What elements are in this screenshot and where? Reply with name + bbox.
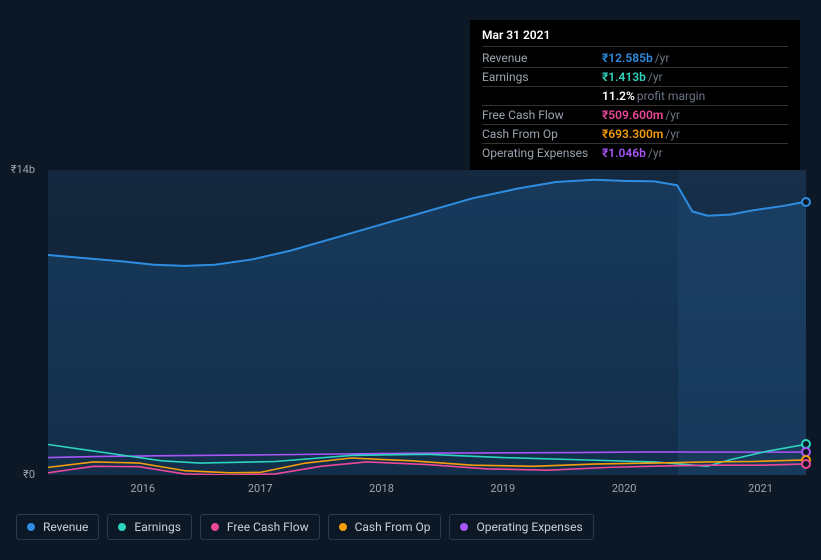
legend-dot-icon [211,523,219,531]
tooltip-row: Cash From Op₹693.300m /yr [482,125,788,144]
tooltip-unit: /yr [648,146,663,160]
tooltip-value: ₹693.300m [602,127,663,141]
legend-dot-icon [460,523,468,531]
tooltip-value: ₹12.585b [602,51,653,65]
tooltip-row: Revenue₹12.585b /yr [482,49,788,68]
x-axis-label: 2019 [490,482,515,495]
tooltip-date: Mar 31 2021 [482,28,788,47]
legend-label: Earnings [134,520,181,534]
financial-chart [48,170,806,475]
legend-dot-icon [118,523,126,531]
tooltip-label: Free Cash Flow [482,108,602,122]
tooltip-label: Operating Expenses [482,146,602,160]
tooltip-row: Operating Expenses₹1.046b /yr [482,144,788,162]
tooltip-unit: profit margin [637,89,705,103]
tooltip-row: 11.2% profit margin [482,87,788,106]
tooltip-value: ₹1.413b [602,70,646,84]
legend-label: Cash From Op [355,520,431,534]
x-axis-label: 2020 [612,482,637,495]
legend-item-revenue[interactable]: Revenue [16,514,99,540]
tooltip-unit: /yr [665,108,680,122]
y-axis-label: ₹0 [0,468,35,481]
legend-label: Revenue [43,520,88,534]
tooltip-value: ₹1.046b [602,146,646,160]
series-end-marker [801,459,811,469]
legend-dot-icon [339,523,347,531]
data-tooltip: Mar 31 2021 Revenue₹12.585b /yrEarnings₹… [470,20,800,170]
x-axis-label: 2018 [369,482,394,495]
x-axis-label: 2016 [130,482,155,495]
tooltip-value: 11.2% [602,89,635,103]
tooltip-row: Free Cash Flow₹509.600m /yr [482,106,788,125]
tooltip-label [482,89,602,103]
legend-label: Free Cash Flow [227,520,309,534]
legend-label: Operating Expenses [476,520,582,534]
series-end-marker [801,197,811,207]
tooltip-unit: /yr [665,127,680,141]
legend-item-earnings[interactable]: Earnings [107,514,192,540]
tooltip-label: Earnings [482,70,602,84]
legend-dot-icon [27,523,35,531]
tooltip-label: Revenue [482,51,602,65]
tooltip-value: ₹509.600m [602,108,663,122]
legend-item-operating-expenses[interactable]: Operating Expenses [449,514,593,540]
tooltip-unit: /yr [648,70,663,84]
legend-item-cash-from-op[interactable]: Cash From Op [328,514,442,540]
tooltip-row: Earnings₹1.413b /yr [482,68,788,87]
tooltip-unit: /yr [655,51,670,65]
chart-legend: Revenue Earnings Free Cash Flow Cash From O… [16,514,594,540]
y-axis-label: ₹14b [0,163,35,176]
x-axis-label: 2021 [748,482,773,495]
x-axis-label: 2017 [248,482,273,495]
tooltip-label: Cash From Op [482,127,602,141]
legend-item-free-cash-flow[interactable]: Free Cash Flow [200,514,320,540]
x-axis-labels: 2016 2017 2018 2019 2020 2021 [48,482,806,498]
